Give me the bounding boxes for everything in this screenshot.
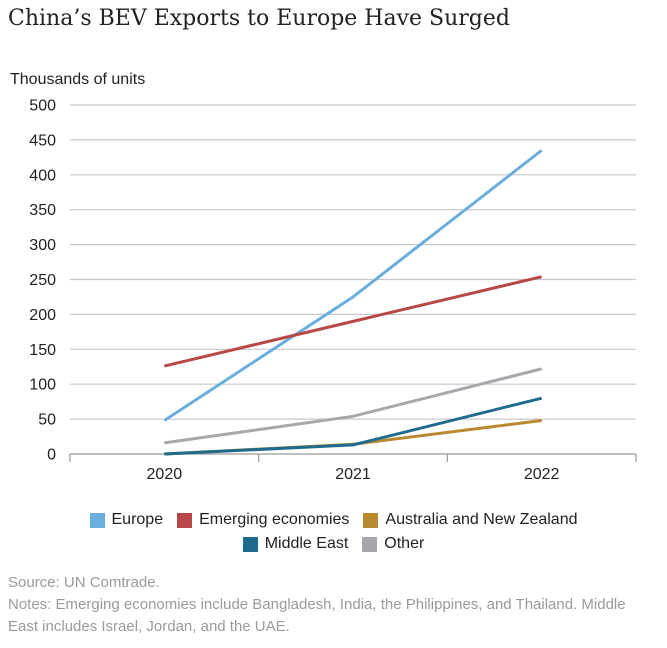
legend: Europe Emerging economies Australia and … [0,511,667,559]
legend-item-middle-east: Middle East [242,535,349,553]
legend-swatch-europe [89,512,105,528]
x-tick-label: 2020 [147,466,183,483]
series-lines [163,149,543,456]
y-tick-label: 350 [29,202,56,219]
y-axis-ticks: 0 50 100 150 200 250 300 350 400 450 500 [29,98,56,464]
legend-item-australia-new-zealand: Australia and New Zealand [363,511,578,529]
notes-text: Notes: Emerging economies include Bangla… [8,596,626,635]
legend-swatch-australia-new-zealand [363,512,379,528]
legend-label-middle-east: Middle East [264,535,349,552]
legend-swatch-other [362,536,378,552]
footer: Source: UN Comtrade. Notes: Emerging eco… [8,572,658,638]
legend-swatch-middle-east [242,536,258,552]
y-tick-label: 250 [29,272,56,289]
series-line-other [164,367,543,445]
line-chart: Thousands of units 0 50 100 150 200 250 300 350… [10,71,637,483]
legend-label-europe: Europe [111,511,164,528]
x-tick-label: 2021 [335,466,371,483]
series-line-emerging-economies [163,275,543,368]
x-axis: 2020 2021 2022 [69,453,637,483]
y-tick-label: 0 [47,447,56,464]
legend-item-other: Other [362,535,424,553]
series-line-europe [163,149,543,422]
legend-swatch-emerging-economies [177,512,193,528]
series-line-australia-and-new-zealand [164,419,542,456]
y-tick-label: 300 [29,237,56,254]
y-tick-label: 100 [29,377,56,394]
legend-label-other: Other [384,535,425,552]
legend-row-1: Europe Emerging economies Australia and … [0,511,667,529]
grid-lines [70,104,636,420]
source-note: Source: UN Comtrade. [8,574,160,591]
y-tick-label: 400 [29,167,56,184]
y-tick-label: 150 [29,342,56,359]
y-tick-label: 200 [29,307,56,324]
legend-item-emerging-economies: Emerging economies [177,511,349,529]
legend-label-emerging-economies: Emerging economies [199,511,350,528]
x-tick-label: 2022 [524,466,560,483]
legend-label-australia-new-zealand: Australia and New Zealand [385,511,578,528]
series-line-middle-east [164,396,543,456]
y-tick-label: 500 [29,98,56,115]
y-tick-label: 50 [38,412,56,429]
y-tick-label: 450 [29,132,56,149]
y-axis-label: Thousands of units [10,71,145,88]
legend-row-2: Middle East Other [0,535,667,553]
chart-title: China’s BEV Exports to Europe Have Surge… [8,6,510,31]
legend-item-europe: Europe [89,511,164,529]
